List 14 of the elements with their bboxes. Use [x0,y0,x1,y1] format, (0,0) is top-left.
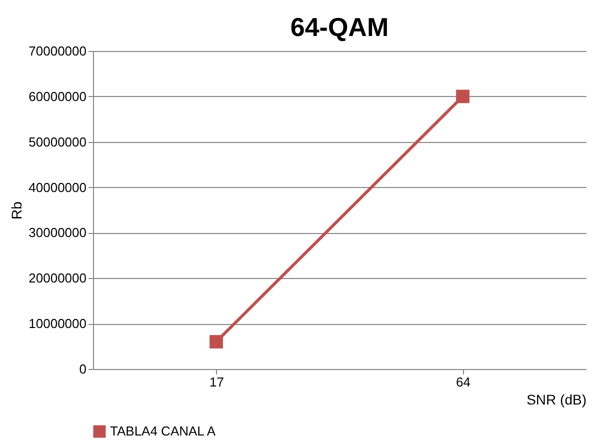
y-axis-title: Rb [8,201,25,220]
x-tick-label: 17 [210,374,224,390]
x-axis-title: SNR (dB) [526,392,586,408]
chart-title: 64-QAM [290,12,389,42]
y-tick-label: 40000000 [28,180,86,195]
y-tick-label: 0 [79,362,86,376]
y-tick-label: 30000000 [28,225,86,240]
y-tick-label: 60000000 [28,88,86,104]
legend-label: TABLA4 CANAL A [110,424,216,438]
y-tick-label: 10000000 [28,316,86,332]
y-tick-label: 70000000 [28,44,86,58]
y-tick-label: 20000000 [28,270,86,286]
y-tick-label: 50000000 [28,134,86,150]
x-tick-label: 64 [456,374,470,390]
